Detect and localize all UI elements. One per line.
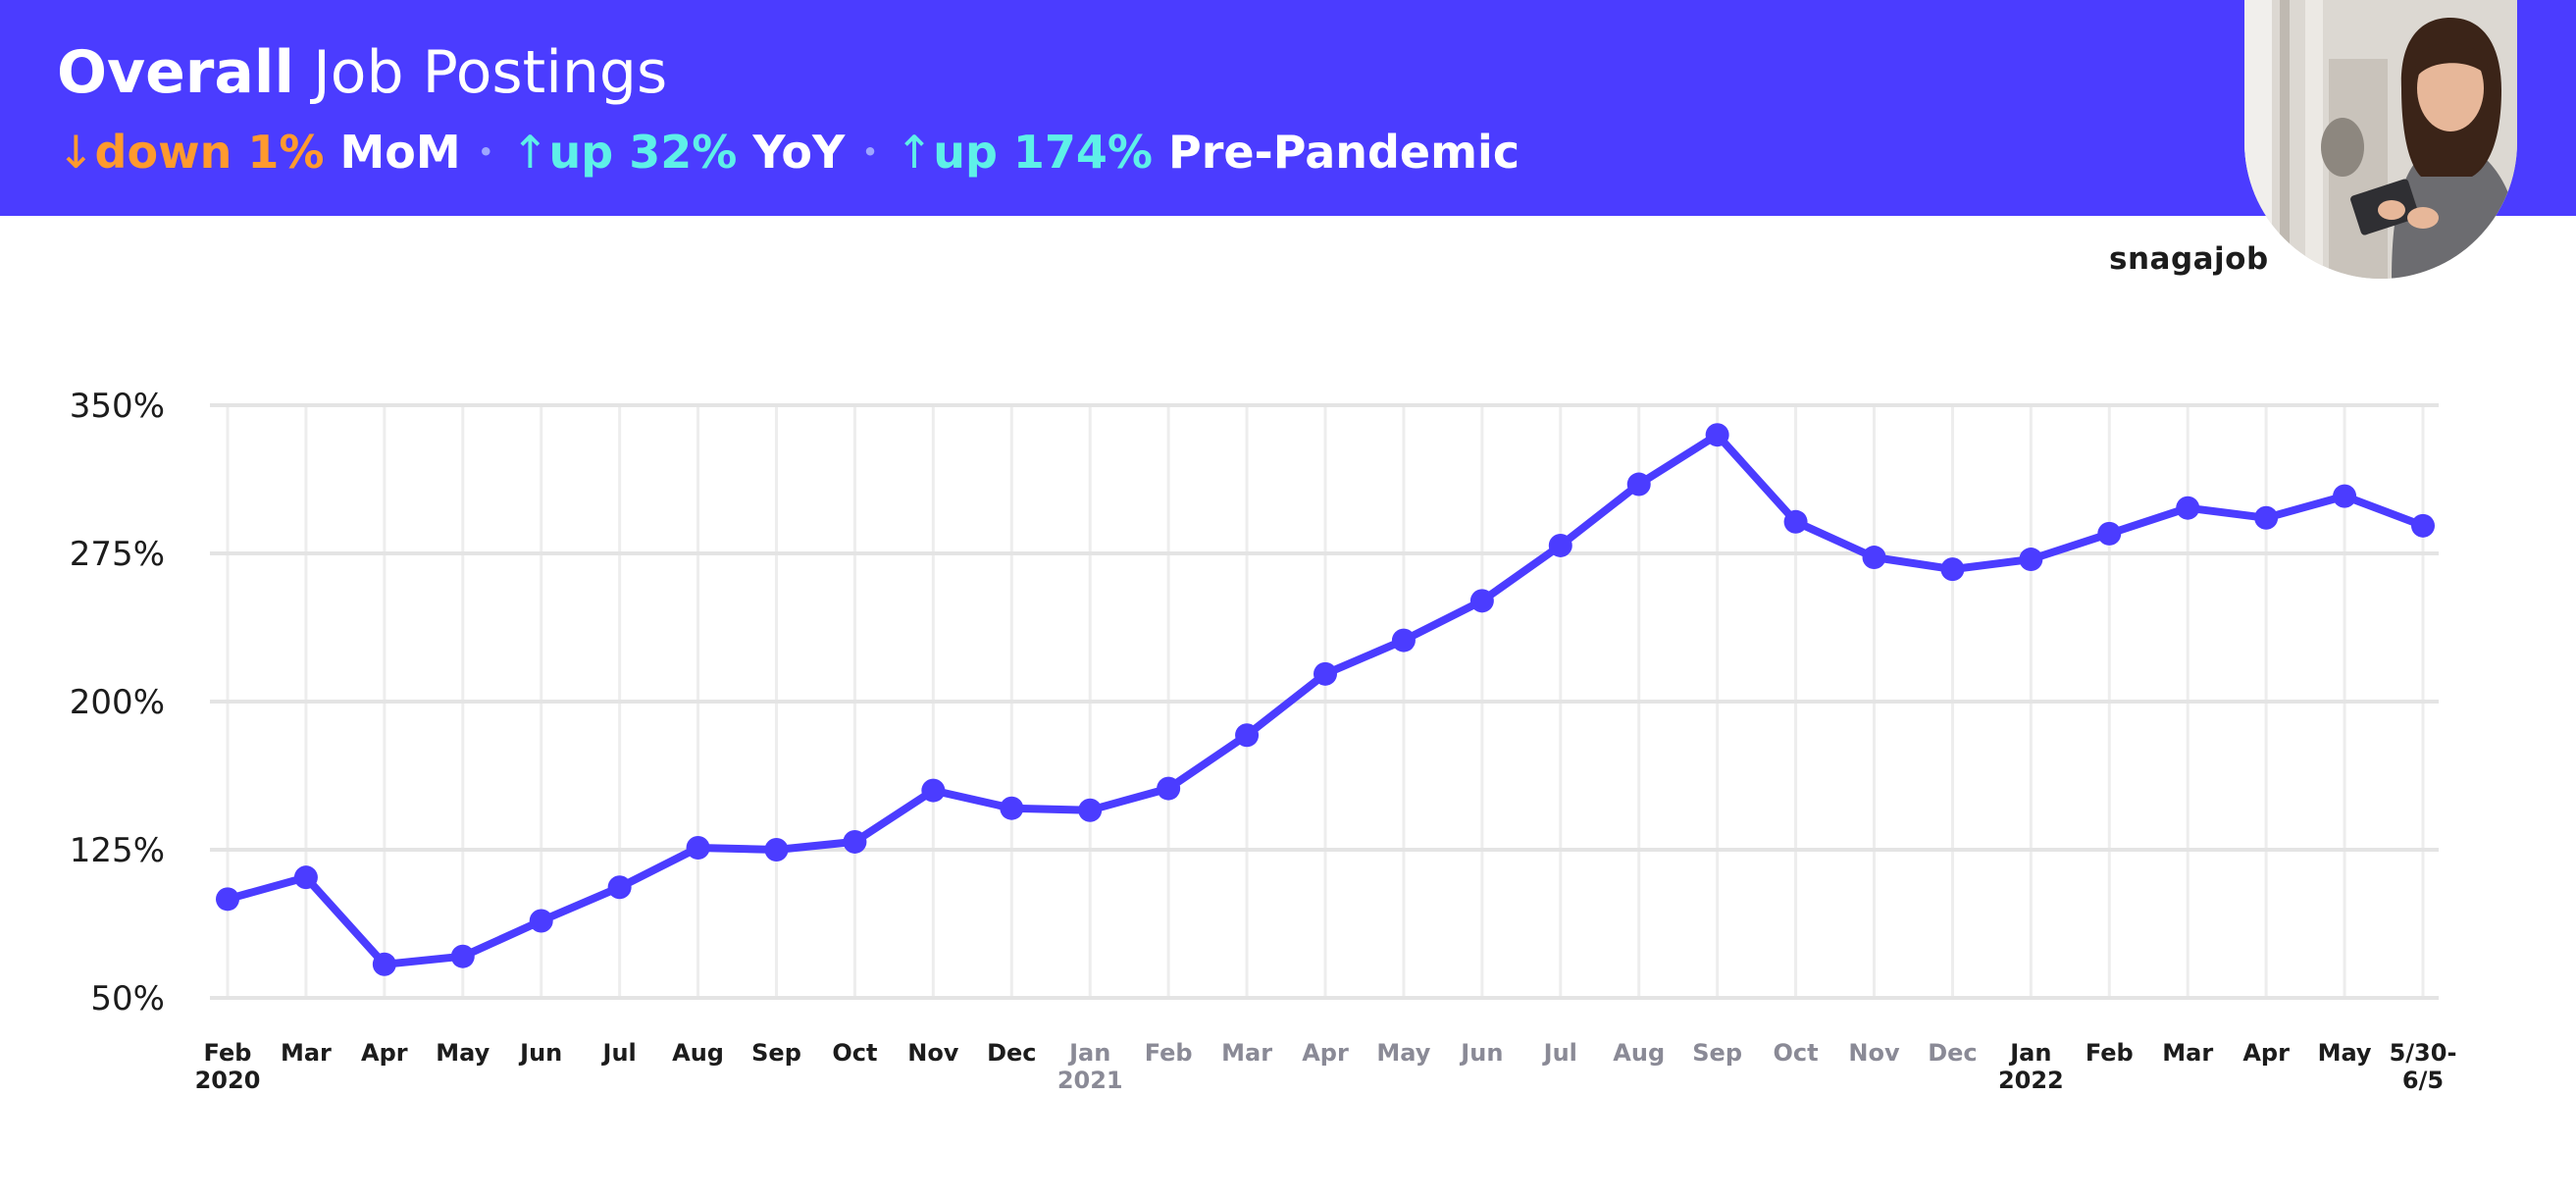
- x-tick-label: Feb: [204, 1039, 252, 1067]
- data-point: [1626, 472, 1651, 496]
- page-title: Overall Job Postings: [57, 33, 667, 112]
- y-tick-label: 50%: [90, 979, 165, 1018]
- data-point: [1157, 776, 1181, 801]
- x-tick-sublabel: 6/5: [2402, 1067, 2444, 1094]
- x-tick-label: Jul: [601, 1039, 637, 1067]
- data-point: [2254, 505, 2279, 530]
- x-tick-label: Apr: [1302, 1039, 1349, 1067]
- data-point: [607, 875, 632, 900]
- data-point: [1469, 589, 1494, 613]
- x-tick-sublabel: 2021: [1057, 1067, 1123, 1094]
- data-point: [2411, 513, 2435, 538]
- x-tick-label: Dec: [1928, 1039, 1977, 1067]
- x-tick-label: Jun: [1459, 1039, 1503, 1067]
- data-point: [2333, 484, 2357, 508]
- data-point: [450, 944, 475, 968]
- x-tick-label: Oct: [1774, 1039, 1819, 1067]
- data-point: [921, 778, 946, 803]
- x-tick-label: Feb: [1145, 1039, 1193, 1067]
- y-tick-label: 200%: [70, 683, 165, 722]
- stat-yoy-change: up 32%: [548, 126, 738, 179]
- x-tick-label: Oct: [832, 1039, 877, 1067]
- x-tick-label: Aug: [672, 1039, 724, 1067]
- data-point: [1391, 628, 1416, 653]
- data-point: [216, 887, 239, 912]
- x-tick-label: Jan: [1067, 1039, 1110, 1067]
- x-tick-label: Mar: [2162, 1039, 2213, 1067]
- horizontal-gridlines: [210, 403, 2439, 1000]
- x-tick-label: Dec: [987, 1039, 1036, 1067]
- stat-prepandemic: ↑up 174% Pre-Pandemic: [896, 126, 1520, 179]
- x-tick-label: Apr: [361, 1039, 408, 1067]
- y-tick-label: 275%: [70, 535, 165, 574]
- data-point: [1548, 533, 1572, 557]
- y-tick-label: 350%: [70, 387, 165, 426]
- x-tick-label: Jan: [2008, 1039, 2051, 1067]
- x-tick-label: Feb: [2086, 1039, 2134, 1067]
- data-point: [2019, 548, 2043, 572]
- data-point: [1314, 661, 1337, 686]
- stat-yoy-period: YoY: [752, 126, 846, 179]
- stat-mom-change: down 1%: [94, 126, 325, 179]
- up-arrow-icon: ↑: [895, 126, 934, 179]
- data-point: [843, 829, 867, 854]
- stat-separator: •: [862, 138, 878, 166]
- up-arrow-icon: ↑: [510, 126, 549, 179]
- stat-mom-period: MoM: [339, 126, 461, 179]
- title-bold: Overall: [57, 38, 295, 107]
- x-tick-label: May: [2318, 1039, 2372, 1067]
- x-tick-label: 5/30-: [2390, 1039, 2457, 1067]
- x-tick-sublabel: 2022: [1998, 1067, 2064, 1094]
- worker-photo: [2244, 0, 2517, 279]
- data-point: [293, 865, 318, 890]
- data-point: [1783, 509, 1808, 534]
- data-point: [372, 952, 396, 976]
- data-point: [1705, 423, 1729, 447]
- x-tick-label: Apr: [2242, 1039, 2290, 1067]
- y-tick-label: 125%: [70, 831, 165, 870]
- data-point: [1235, 723, 1260, 748]
- x-tick-label: Mar: [1221, 1039, 1272, 1067]
- down-arrow-icon: ↓: [57, 126, 95, 179]
- stats-row: ↓down 1% MoM • ↑up 32% YoY • ↑up 174% Pre-Pa…: [57, 120, 1520, 184]
- stat-mom: ↓down 1% MoM: [57, 126, 461, 179]
- data-point: [686, 835, 710, 860]
- x-tick-label: Jun: [518, 1039, 562, 1067]
- data-point: [1000, 796, 1024, 820]
- header-banner: Overall Job Postings ↓down 1% MoM • ↑up 32…: [0, 0, 2576, 216]
- x-tick-label: Mar: [281, 1039, 332, 1067]
- data-point: [1940, 557, 1965, 582]
- data-point: [2176, 496, 2200, 520]
- x-tick-label: Nov: [907, 1039, 959, 1067]
- stat-yoy: ↑up 32% YoY: [511, 126, 845, 179]
- x-tick-label: Nov: [1848, 1039, 1900, 1067]
- stat-prepandemic-period: Pre-Pandemic: [1168, 126, 1520, 179]
- data-point: [764, 838, 789, 862]
- data-point: [1078, 798, 1103, 822]
- x-tick-label: May: [436, 1039, 489, 1067]
- snagajob-logo: snagajob: [2109, 241, 2269, 277]
- stat-separator: •: [478, 138, 493, 166]
- stat-prepandemic-change: up 174%: [933, 126, 1154, 179]
- title-rest: Job Postings: [313, 38, 668, 107]
- y-axis-ticks: 350% 275% 200% 125% 50%: [70, 387, 165, 1018]
- x-tick-label: May: [1376, 1039, 1430, 1067]
- x-tick-label: Jul: [1542, 1039, 1577, 1067]
- data-point: [2097, 521, 2122, 546]
- series-points: [216, 423, 2435, 976]
- data-point: [1862, 546, 1886, 570]
- data-point: [529, 909, 553, 933]
- x-tick-label: Sep: [751, 1039, 801, 1067]
- x-tick-label: Aug: [1613, 1039, 1665, 1067]
- x-tick-sublabel: 2020: [195, 1067, 261, 1094]
- x-tick-label: Sep: [1692, 1039, 1742, 1067]
